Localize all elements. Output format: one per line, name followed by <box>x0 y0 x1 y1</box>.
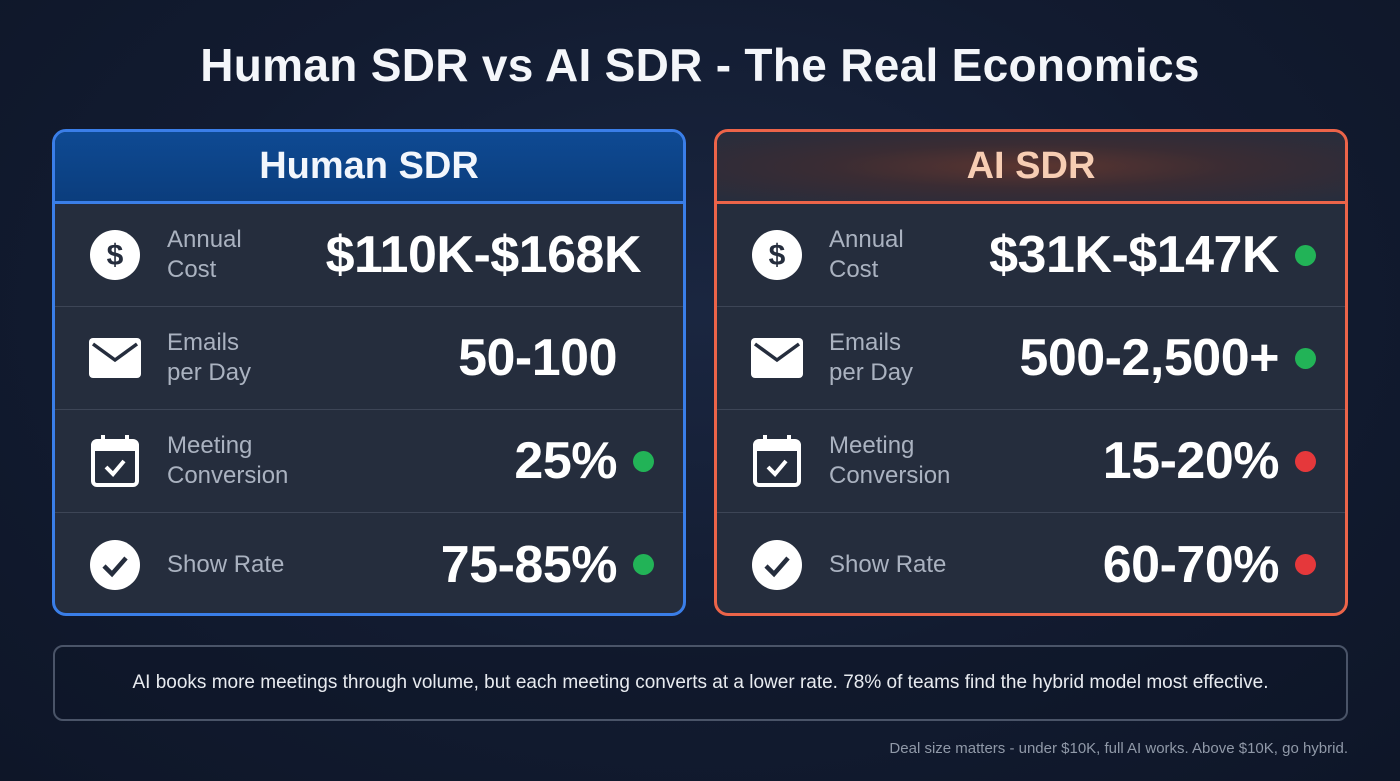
svg-text:$: $ <box>769 239 786 272</box>
check-circle-icon <box>89 539 141 591</box>
calendar-check-icon <box>89 435 141 487</box>
row-label: Emails per Day <box>167 329 252 386</box>
row-value: 25% <box>514 432 617 490</box>
summary-note: AI books more meetings through volume, b… <box>53 645 1348 721</box>
row-label: Meeting Conversion <box>167 432 289 489</box>
row-meeting-conversion: Meeting Conversion 25% <box>55 410 683 513</box>
status-dot-good <box>1295 244 1316 266</box>
row-value: 60-70% <box>1102 535 1280 594</box>
card-header: AI SDR <box>717 132 1345 204</box>
row-label: Show Rate <box>167 550 285 578</box>
calendar-check-icon <box>751 435 803 487</box>
row-value: 15-20% <box>1102 432 1280 490</box>
envelope-icon <box>751 332 803 384</box>
page-title: Human SDR vs AI SDR - The Real Economics <box>200 39 1200 91</box>
row-emails-per-day: Emails per Day 500-2,500+ <box>717 307 1345 410</box>
envelope-icon <box>89 332 141 384</box>
card-header: Human SDR <box>55 132 683 204</box>
footnote: Deal size matters - under $10K, full AI … <box>889 740 1348 757</box>
row-value: $110K-$168K <box>325 226 642 284</box>
row-value: 500-2,500+ <box>1019 329 1279 387</box>
row-label: Meeting Conversion <box>829 432 951 489</box>
row-annual-cost: $ Annual Cost $110K-$168K <box>55 204 683 307</box>
row-show-rate: Show Rate 75-85% <box>55 513 683 613</box>
row-value: 75-85% <box>440 535 618 594</box>
check-circle-icon <box>751 539 803 591</box>
status-dot-bad <box>1295 450 1316 472</box>
row-emails-per-day: Emails per Day 50-100 <box>55 307 683 410</box>
row-value: $31K-$147K <box>989 226 1279 284</box>
row-value: 50-100 <box>458 329 617 387</box>
svg-text:$: $ <box>107 239 124 272</box>
ai-sdr-card: AI SDR $ Annual Cost $31K-$147K Emails per… <box>714 129 1348 616</box>
status-dot-good <box>1295 347 1316 369</box>
status-dot-good <box>633 554 654 575</box>
dollar-icon: $ <box>89 229 141 281</box>
status-dot-good <box>633 450 654 472</box>
row-label: Annual Cost <box>167 226 242 283</box>
row-label: Emails per Day <box>829 329 914 386</box>
human-sdr-card: Human SDR $ Annual Cost $110K-$168K Email… <box>52 129 686 616</box>
row-meeting-conversion: Meeting Conversion 15-20% <box>717 410 1345 513</box>
row-annual-cost: $ Annual Cost $31K-$147K <box>717 204 1345 307</box>
dollar-icon: $ <box>751 229 803 281</box>
row-label: Show Rate <box>829 550 947 578</box>
status-dot-bad <box>1295 554 1316 575</box>
row-label: Annual Cost <box>829 226 904 283</box>
row-show-rate: Show Rate 60-70% <box>717 513 1345 613</box>
